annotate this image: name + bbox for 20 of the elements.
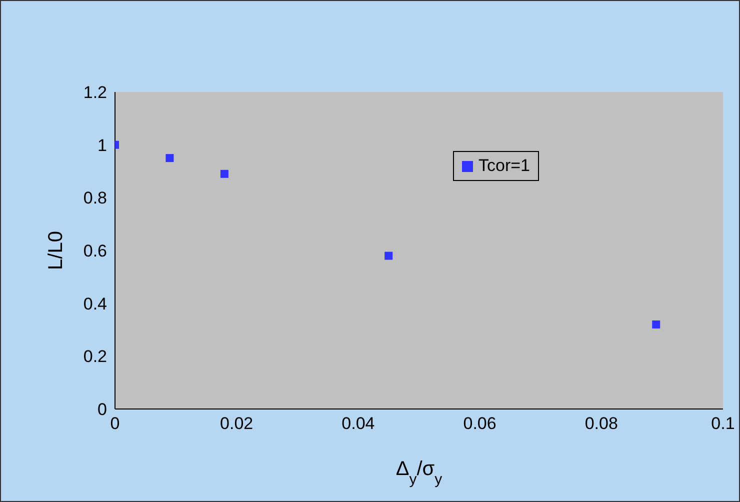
x-tick-label: 0.1 bbox=[711, 414, 735, 434]
y-tick-label: 0.4 bbox=[83, 294, 107, 314]
y-axis-title: L/L0 bbox=[45, 231, 68, 270]
y-tick-label: 0 bbox=[98, 400, 107, 420]
x-tick-label: 0.04 bbox=[342, 414, 375, 434]
x-axis-title: Δ$_{y}$/σ$_{y}$ bbox=[396, 458, 443, 488]
y-tick-label: 0.8 bbox=[83, 188, 107, 208]
x-tick-label: 0.06 bbox=[463, 414, 496, 434]
x-tick-label: 0.08 bbox=[584, 414, 618, 434]
legend-label: Tcor=1 bbox=[478, 156, 530, 176]
point bbox=[166, 154, 174, 162]
x-tick-label: 0.02 bbox=[220, 414, 254, 434]
point bbox=[384, 252, 393, 260]
point bbox=[220, 170, 228, 178]
point bbox=[652, 320, 660, 328]
y-tick-label: 1 bbox=[98, 136, 107, 155]
x-tick-label: 0 bbox=[110, 414, 120, 434]
y-tick-label: 0.2 bbox=[83, 347, 107, 366]
y-tick-label: 1.2 bbox=[83, 83, 107, 102]
y-tick-label: 0.6 bbox=[83, 242, 107, 261]
